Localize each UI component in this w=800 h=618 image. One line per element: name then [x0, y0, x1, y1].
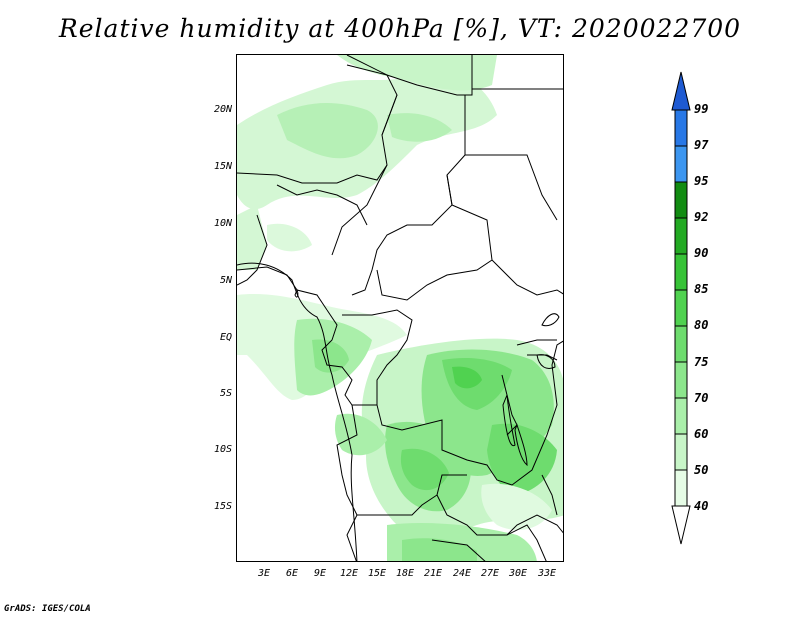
- colorbar-level: 99: [694, 102, 709, 116]
- colorbar-level: 97: [694, 138, 709, 152]
- colorbar-level: 80: [694, 318, 709, 332]
- colorbar-level: 40: [694, 499, 709, 513]
- colorbar-segment: [674, 433, 688, 471]
- humidity-field: [452, 366, 482, 389]
- lon-tick-label: 30E: [508, 568, 528, 579]
- lat-tick-label: 15S: [213, 501, 232, 512]
- humidity-field: [400, 448, 449, 491]
- colorbar-level: 75: [694, 355, 709, 369]
- colorbar-segment: [674, 217, 688, 255]
- lon-tick-label: 18E: [395, 568, 415, 579]
- colorbar-segment: [674, 253, 688, 291]
- lat-tick-label: 10S: [213, 444, 232, 455]
- colorbar-segment: [674, 361, 688, 399]
- colorbar-segment: [674, 145, 688, 183]
- lat-tick-label: EQ: [219, 332, 232, 343]
- humidity-field: [312, 339, 349, 373]
- colorbar-level: 90: [694, 246, 709, 260]
- lat-tick-label: 10N: [213, 218, 232, 229]
- lon-tick-label: 24E: [452, 568, 472, 579]
- colorbar-level: 95: [694, 174, 709, 188]
- colorbar: [671, 71, 691, 545]
- lon-tick-label: 6E: [285, 568, 299, 579]
- lon-tick-label: 9E: [313, 568, 327, 579]
- humidity-field: [334, 413, 387, 456]
- lat-tick-label: 20N: [213, 104, 232, 115]
- humidity-field: [481, 483, 552, 530]
- map-title: Relative humidity at 400hPa [%], VT: 202…: [58, 14, 742, 43]
- country-borders: [237, 55, 563, 561]
- lat-tick-label: 5N: [219, 275, 232, 286]
- humidity-field: [337, 55, 497, 91]
- coastline: [237, 262, 358, 561]
- colorbar-segment: [674, 289, 688, 327]
- credit-text: GrADS: IGES/COLA: [4, 604, 91, 614]
- lon-tick-label: 15E: [367, 568, 387, 579]
- colorbar-segment: [674, 181, 688, 219]
- lon-tick-label: 12E: [339, 568, 359, 579]
- colorbar-segment: [674, 325, 688, 363]
- colorbar-top-arrow: [671, 71, 691, 111]
- colorbar-bottom-arrow: [671, 505, 691, 545]
- colorbar-segment: [674, 109, 688, 147]
- lon-tick-label: 3E: [257, 568, 271, 579]
- humidity-fields: [237, 55, 563, 561]
- map-panel: [236, 54, 564, 562]
- lat-tick-label: 5S: [219, 388, 232, 399]
- humidity-field: [237, 205, 267, 270]
- humidity-field: [387, 113, 452, 142]
- colorbar-level: 50: [694, 463, 709, 477]
- lat-tick-label: 15N: [213, 161, 232, 172]
- humidity-field: [277, 103, 378, 159]
- colorbar-level: 92: [694, 210, 709, 224]
- colorbar-level: 70: [694, 391, 709, 405]
- colorbar-level: 60: [694, 427, 709, 441]
- humidity-field: [487, 423, 557, 495]
- colorbar-segment: [674, 397, 688, 435]
- lon-tick-label: 27E: [480, 568, 500, 579]
- colorbar-segment: [674, 469, 688, 507]
- lakes: [294, 288, 560, 467]
- humidity-map: [237, 55, 563, 561]
- colorbar-level: 85: [694, 282, 709, 296]
- humidity-field: [267, 223, 312, 252]
- lon-tick-label: 21E: [423, 568, 443, 579]
- lon-tick-label: 33E: [537, 568, 557, 579]
